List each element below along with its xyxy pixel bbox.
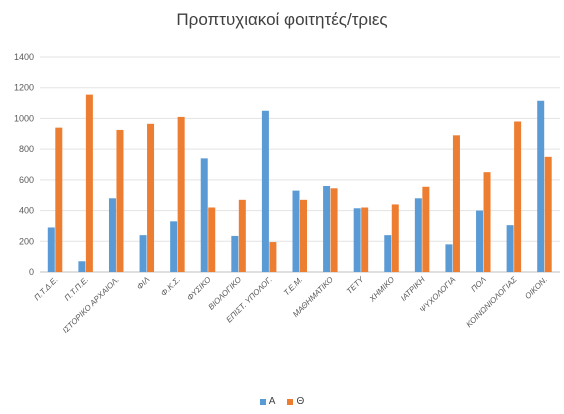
bar-th <box>208 207 216 272</box>
x-tick-label: ΙΣΤΟΡΙΚΟ ΑΡΧΑΙΟΛ. <box>61 275 121 335</box>
x-tick-label: ΧΗΜΙΚΟ <box>367 275 396 304</box>
bar-th <box>422 186 430 272</box>
legend-swatch-th <box>287 398 294 405</box>
x-tick-label: ΤΕΤΥ <box>345 275 366 296</box>
bar-th <box>391 204 399 272</box>
bar-th <box>55 127 63 273</box>
legend-label-th: Θ <box>296 396 305 407</box>
x-tick-label: ΠΟΛ <box>469 275 488 294</box>
bar-a <box>47 227 55 272</box>
bar-a <box>414 198 422 272</box>
legend-label-a: Α <box>268 396 276 407</box>
chart-title: Προπτυχιακοί φοιτητές/τριες <box>176 10 388 29</box>
bar-a <box>476 210 484 272</box>
bar-th <box>300 199 307 272</box>
x-tick-label: Τ.Ε.Μ. <box>282 275 305 298</box>
bar-a <box>292 190 300 272</box>
x-tick-label: ΙΑΤΡΙΚΗ <box>399 275 427 303</box>
y-tick-label: 800 <box>19 144 34 154</box>
y-tick-label: 600 <box>19 175 34 185</box>
bar-a <box>261 110 269 272</box>
y-tick-label: 400 <box>19 206 34 216</box>
x-tick-label: ΟΙΚΟΝ. <box>523 275 549 301</box>
bar-th <box>147 123 155 272</box>
bar-a <box>170 221 178 272</box>
bar-a <box>537 100 545 273</box>
bar-th <box>85 94 93 272</box>
x-tick-label: Π.Τ.Π.Ε. <box>63 275 91 303</box>
x-tick-label: Φ.Κ.Σ. <box>159 275 182 298</box>
x-tick-label: Π.Τ.Δ.Ε. <box>32 275 59 302</box>
x-tick-label: ΚΟΙΝΩΝΙΟΛΟΓΙΑΣ <box>464 274 519 329</box>
x-tick-label: ΦΥΣΙΚΟ <box>185 275 212 302</box>
y-tick-label: 1000 <box>14 113 34 123</box>
legend-item-th: Θ <box>287 396 304 407</box>
bar-th <box>238 199 246 272</box>
legend-item-a: Α <box>259 396 276 407</box>
y-tick-label: 1200 <box>14 83 34 93</box>
bar-a <box>353 208 361 272</box>
bar-a <box>445 244 453 272</box>
bar-a <box>231 235 239 272</box>
bar-a <box>200 158 208 272</box>
bar-th <box>361 207 369 272</box>
bar-th <box>177 116 185 273</box>
bar-th <box>544 156 552 272</box>
x-tick-label: ΦΙΛ <box>135 275 151 291</box>
bar-a <box>384 235 392 272</box>
legend-swatch-a <box>259 398 266 405</box>
y-tick-label: 1400 <box>14 52 34 62</box>
bar-a <box>108 198 116 272</box>
bar-th <box>452 135 460 272</box>
bar-th <box>269 242 277 272</box>
legend: Α Θ <box>0 396 564 407</box>
bar-th <box>330 188 338 272</box>
bar-a <box>506 225 514 272</box>
bar-a <box>323 186 331 272</box>
bar-th <box>116 129 124 272</box>
bar-th <box>483 172 491 272</box>
bar-a <box>78 261 86 272</box>
y-tick-label: 200 <box>19 236 34 246</box>
bar-a <box>139 235 147 272</box>
bar-th <box>514 121 522 272</box>
y-tick-label: 0 <box>29 267 34 277</box>
